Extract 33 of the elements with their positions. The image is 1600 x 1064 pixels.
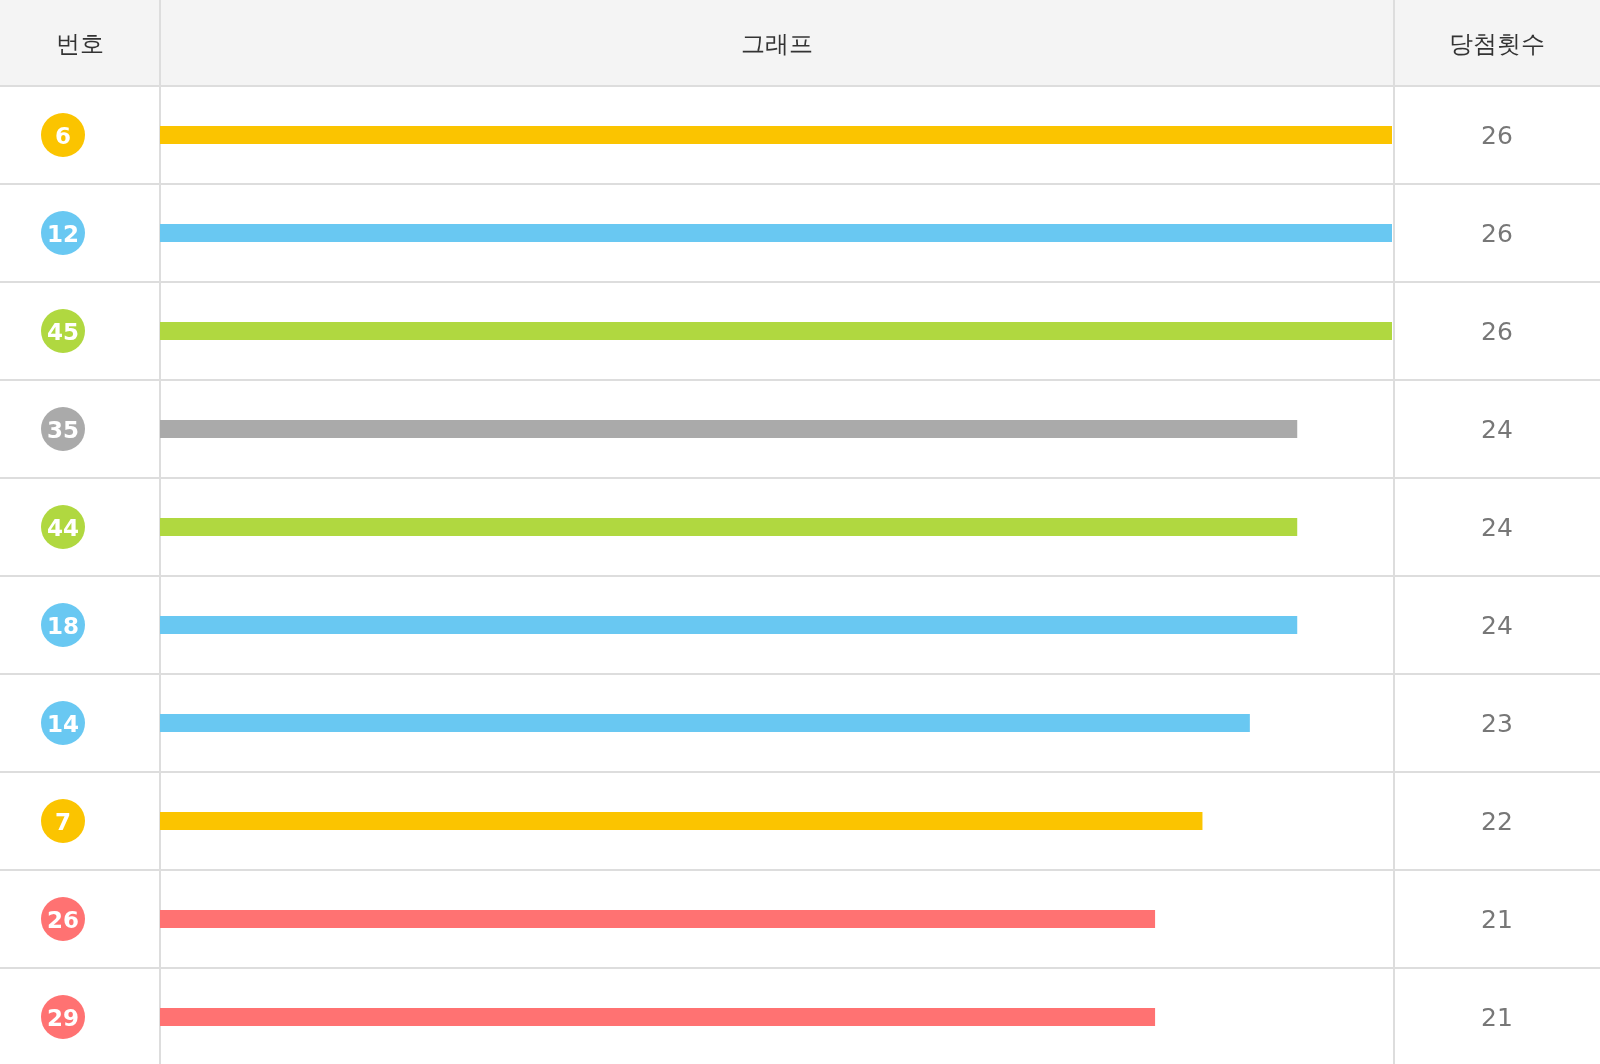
- y-tick-label: 26: [46, 907, 80, 933]
- bar: [160, 224, 1392, 242]
- data-label: 22: [1481, 807, 1513, 836]
- y-tick-label: 6: [54, 123, 72, 149]
- bar: [160, 518, 1298, 536]
- bar: [160, 420, 1298, 438]
- data-label: 21: [1481, 905, 1513, 934]
- chart-title: 그래프: [741, 30, 813, 58]
- data-label: 26: [1481, 317, 1513, 346]
- bar: [160, 714, 1250, 732]
- data-label: 21: [1481, 1003, 1513, 1032]
- y-tick-label: 45: [46, 319, 80, 345]
- y-tick-label: 12: [46, 221, 80, 247]
- y-axis-title: 번호: [56, 30, 104, 58]
- bar: [160, 812, 1203, 830]
- data-label: 23: [1481, 709, 1513, 738]
- data-label: 26: [1481, 219, 1513, 248]
- y-tick-label: 35: [46, 417, 80, 443]
- data-label: 26: [1481, 121, 1513, 150]
- y-tick-label: 29: [46, 1005, 80, 1031]
- bar: [160, 1008, 1156, 1026]
- bar: [160, 322, 1392, 340]
- text: 당첨횟수: [1449, 30, 1545, 58]
- bar: [160, 126, 1392, 144]
- y-tick-label: 7: [54, 809, 72, 835]
- bar: [160, 616, 1298, 634]
- bar: [160, 910, 1156, 928]
- y-tick-label: 18: [46, 613, 80, 639]
- data-label: 24: [1481, 415, 1513, 444]
- data-label: 24: [1481, 513, 1513, 542]
- y-tick-label: 14: [46, 711, 80, 737]
- data-label: 24: [1481, 611, 1513, 640]
- y-tick-label: 44: [46, 515, 80, 541]
